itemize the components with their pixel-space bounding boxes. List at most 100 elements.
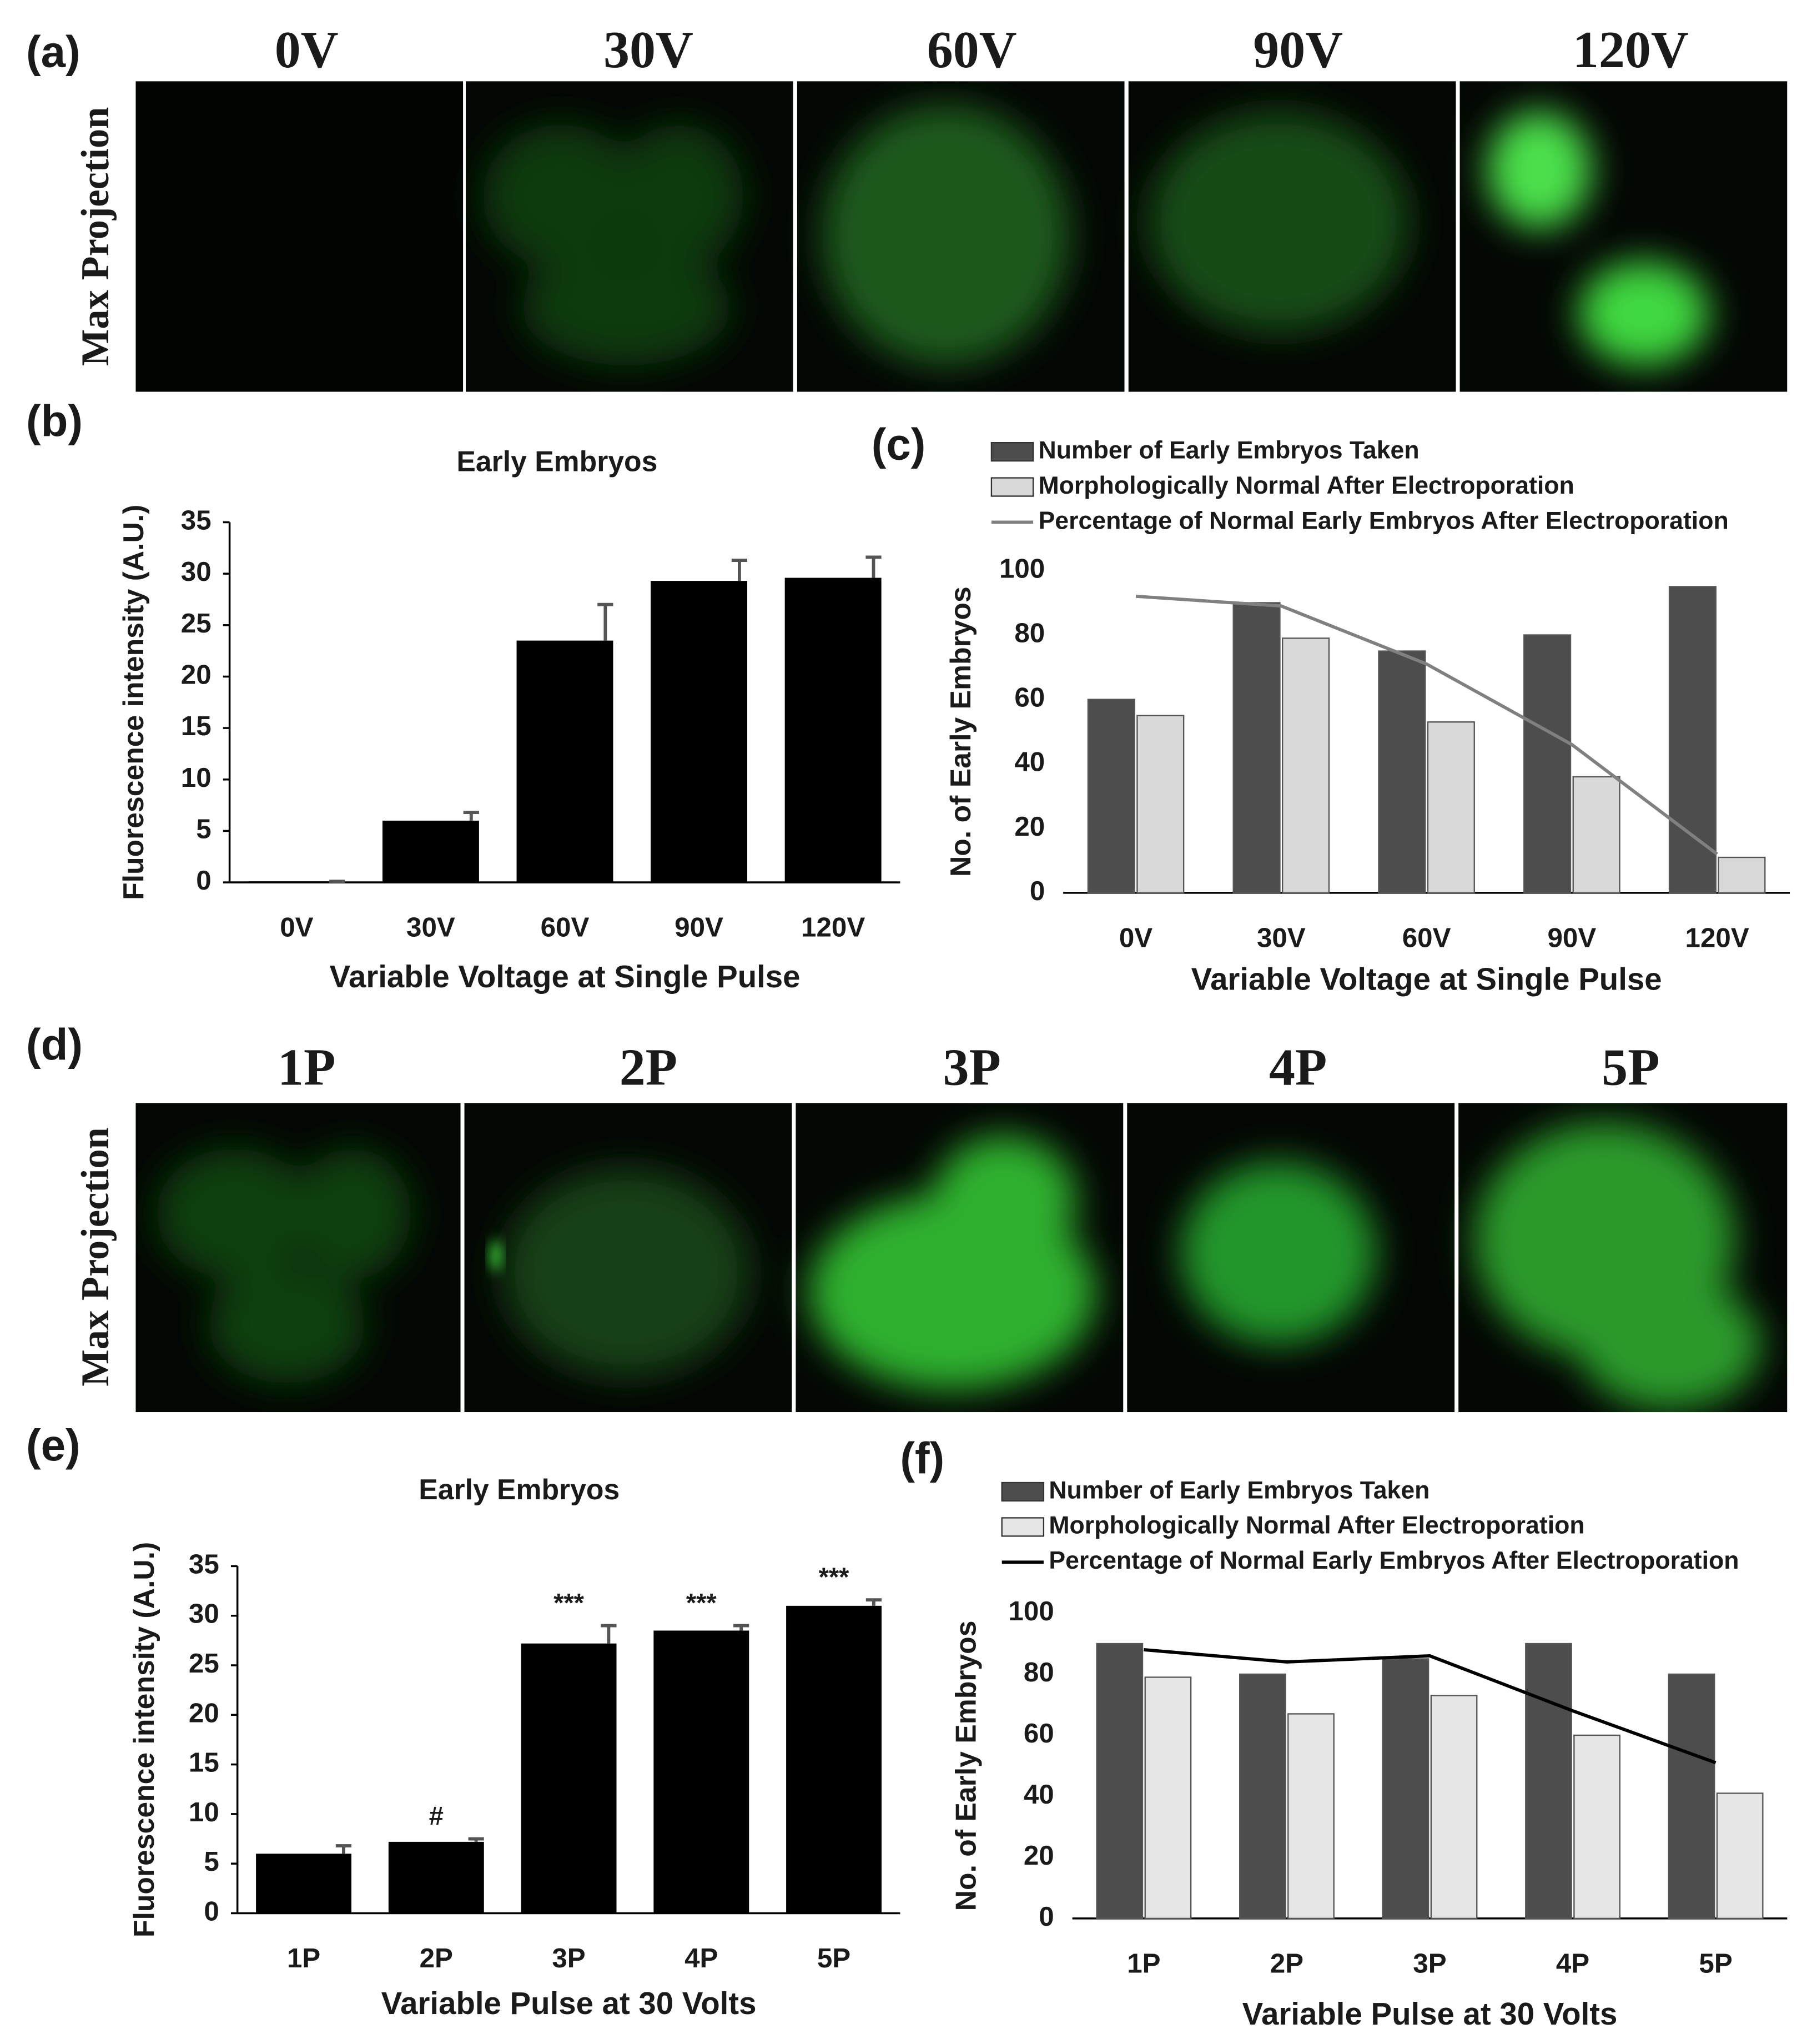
image-title: 3P — [943, 1039, 1000, 1097]
x-tick-label: 1P — [287, 1943, 320, 1973]
bar — [1378, 650, 1426, 894]
error-bar — [865, 555, 882, 578]
bar — [1087, 699, 1135, 894]
legend-swatch — [990, 441, 1034, 462]
bar — [1668, 1673, 1715, 1920]
legend-label: Number of Early Embryos Taken — [1049, 1476, 1430, 1504]
panel-label: (c) — [872, 420, 926, 469]
error-bar — [463, 811, 479, 821]
error-bar — [601, 1624, 617, 1644]
x-tick-label: 2P — [420, 1943, 453, 1973]
bar — [1232, 602, 1281, 894]
panel-label: (b) — [26, 396, 83, 445]
y-tick-label: 25 — [189, 1648, 219, 1679]
y-tick-label: 40 — [1014, 747, 1045, 777]
bar — [1096, 1643, 1144, 1920]
bar — [521, 1643, 617, 1914]
bar — [1525, 1643, 1572, 1920]
y-tick-label: 0 — [196, 865, 211, 896]
image — [135, 81, 464, 392]
bar — [1572, 776, 1620, 894]
y-axis-label: No. of Early Embryos — [949, 1621, 982, 1911]
y-axis-label: Fluorescence intensity (A.U.) — [117, 505, 149, 900]
bar — [651, 581, 748, 883]
y-tick-label: 30 — [181, 556, 212, 587]
image-ylabel: Max Projection — [74, 1127, 117, 1386]
bar — [388, 1841, 484, 1914]
y-tick-label: 35 — [189, 1549, 219, 1579]
bar — [516, 640, 613, 883]
y-tick-label: 25 — [181, 608, 212, 639]
y-tick-label: 30 — [189, 1599, 219, 1629]
panel-label: (a) — [26, 27, 80, 76]
x-axis-label: Variable Voltage at Single Pulse — [329, 959, 800, 994]
line — [1144, 1648, 1717, 1765]
y-tick-label: 5 — [196, 813, 211, 844]
image-title: 2P — [620, 1039, 677, 1097]
x-tick-label: 4P — [1556, 1948, 1589, 1979]
y-tick-label: 15 — [181, 711, 212, 741]
y-tick-label: 60 — [1024, 1718, 1054, 1749]
image-row — [135, 1103, 1788, 1413]
chart-title: Early Embryos — [419, 1473, 620, 1505]
bar — [1573, 1734, 1620, 1920]
y-tick-label: 20 — [1024, 1840, 1054, 1871]
x-tick-label: 5P — [817, 1943, 850, 1973]
y-tick-label: 5 — [204, 1846, 219, 1877]
y-tick-label: 40 — [1024, 1779, 1054, 1810]
y-tick-label: 0 — [1039, 1901, 1054, 1932]
bar — [1716, 1792, 1764, 1920]
image-title: 60V — [927, 21, 1017, 79]
x-tick-label: 30V — [1257, 922, 1306, 953]
y-tick-label: 0 — [1030, 876, 1045, 906]
bar — [1239, 1673, 1286, 1920]
error-bar — [468, 1837, 484, 1842]
y-tick-label: 20 — [1014, 811, 1045, 842]
x-axis-label: Variable Voltage at Single Pulse — [1191, 962, 1662, 997]
legend-label: Morphologically Normal After Electropora… — [1049, 1512, 1584, 1539]
line — [1135, 594, 1718, 856]
annotation: *** — [686, 1588, 717, 1617]
y-tick-label: 15 — [189, 1747, 219, 1778]
bar — [382, 820, 479, 883]
bar — [1382, 1658, 1430, 1920]
annotation: # — [429, 1801, 444, 1830]
panel-label: (d) — [26, 1020, 83, 1069]
bar — [1668, 586, 1717, 894]
bar — [1430, 1695, 1478, 1920]
image-title: 30V — [603, 21, 693, 79]
chart-title: Early Embryos — [456, 445, 657, 477]
y-tick-label: 10 — [189, 1797, 219, 1827]
error-bar — [865, 1598, 882, 1606]
legend-label: Morphologically Normal After Electropora… — [1039, 472, 1574, 499]
bar — [1144, 1676, 1192, 1920]
bar — [1287, 1713, 1335, 1920]
x-tick-label: 3P — [552, 1943, 585, 1973]
x-tick-label: 30V — [406, 912, 455, 943]
image-title: 90V — [1253, 21, 1343, 79]
x-axis-label: Variable Pulse at 30 Volts — [1242, 1996, 1618, 2031]
x-tick-label: 120V — [801, 912, 865, 943]
bar — [1523, 634, 1572, 894]
x-tick-label: 2P — [1270, 1948, 1303, 1979]
x-tick-label: 3P — [1413, 1948, 1446, 1979]
bar — [786, 1605, 882, 1914]
bar — [1282, 637, 1330, 894]
y-tick-label: 100 — [999, 553, 1045, 584]
error-bar — [597, 602, 613, 641]
panel-label: (f) — [900, 1434, 944, 1483]
image-row — [135, 81, 1788, 392]
bar — [248, 881, 345, 883]
bar — [1427, 721, 1475, 894]
x-tick-label: 0V — [280, 912, 313, 943]
legend-label: Percentage of Normal Early Embryos After… — [1039, 507, 1729, 534]
image-ylabel: Max Projection — [74, 107, 117, 366]
legend-swatch — [990, 477, 1034, 497]
bar — [1718, 856, 1766, 894]
error-bar — [733, 1624, 749, 1631]
y-tick-label: 20 — [181, 659, 212, 690]
annotation: *** — [553, 1588, 585, 1617]
x-tick-label: 1P — [1127, 1948, 1160, 1979]
x-tick-label: 60V — [1402, 922, 1451, 953]
